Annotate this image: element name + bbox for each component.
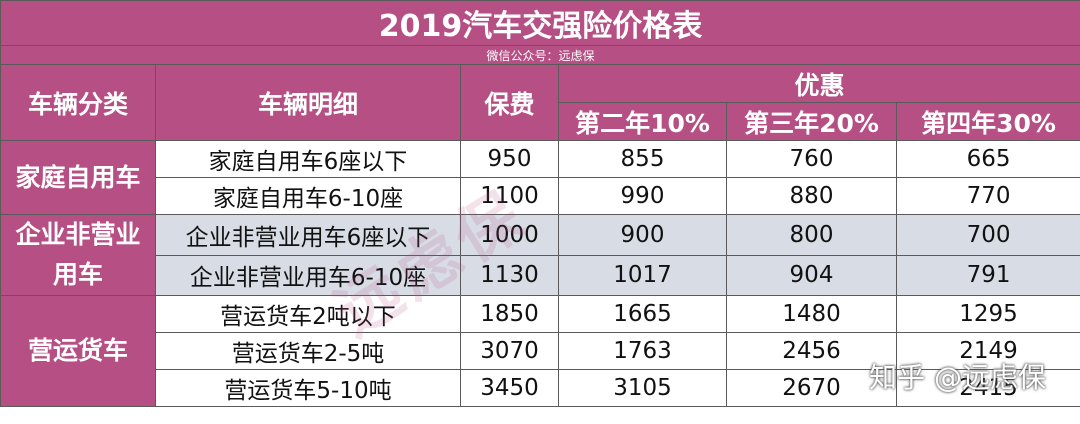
detail-cell: 营运货车5-10吨 (155, 369, 461, 407)
year3-cell: 2456 (726, 332, 897, 370)
category-enterprise: 企业非营业 用车 (0, 214, 156, 296)
premium-cell: 950 (460, 140, 559, 178)
detail-cell: 家庭自用车6座以下 (155, 140, 461, 178)
category-truck: 营运货车 (0, 295, 156, 407)
header-year4: 第四年30% (895, 102, 1080, 141)
detail-cell: 企业非营业用车6-10座 (155, 254, 461, 296)
price-table: 2019汽车交强险价格表 微信公众号：远虑保 车辆分类 车辆明细 保费 优惠 第… (0, 0, 1080, 407)
detail-cell: 营运货车2吨以下 (155, 295, 461, 333)
table-row: 家庭自用车6-10座 1100 990 880 770 (1, 177, 1080, 215)
detail-cell: 营运货车2-5吨 (155, 332, 461, 370)
year4-cell: 770 (895, 177, 1080, 215)
year4-cell: 791 (895, 254, 1080, 296)
premium-cell: 1850 (460, 295, 559, 333)
category-enterprise-line1: 企业非营业 (15, 220, 141, 249)
premium-cell: 3450 (460, 369, 559, 407)
header-year3: 第三年20% (726, 102, 897, 141)
detail-cell: 家庭自用车6-10座 (155, 177, 461, 215)
year4-cell: 1295 (895, 295, 1080, 333)
year2-cell: 990 (558, 177, 727, 215)
year3-cell: 760 (726, 140, 897, 178)
table-row: 企业非营业用车6-10座 1130 1017 904 791 (1, 254, 1080, 296)
zhihu-watermark: 知乎 @远虑保 (869, 361, 1046, 394)
table-row: 家庭自用车 家庭自用车6座以下 950 855 760 665 (0, 140, 1080, 215)
year4-cell: 665 (895, 140, 1080, 178)
header-year2: 第二年10% (558, 102, 727, 141)
table-row: 营运货车 营运货车2吨以下 1850 1665 1480 1295 (0, 295, 1080, 407)
year3-cell: 800 (726, 214, 897, 256)
year4-cell: 2149 (895, 332, 1080, 370)
year2-cell: 1017 (558, 254, 727, 296)
premium-cell: 1000 (460, 214, 559, 256)
header-category: 车辆分类 (0, 64, 156, 141)
category-family: 家庭自用车 (0, 140, 156, 215)
year2-cell: 1763 (558, 332, 727, 370)
premium-cell: 3070 (460, 332, 559, 370)
page-title: 2019汽车交强险价格表 (0, 0, 1080, 46)
header-premium: 保费 (460, 64, 559, 141)
table-row: 营运货车5-10吨 3450 3105 2670 2415 (1, 369, 1080, 407)
year3-cell: 1480 (726, 295, 897, 333)
year4-cell: 700 (895, 214, 1080, 256)
table-row: 企业非营业 用车 企业非营业用车6座以下 1000 900 800 700 (0, 214, 1080, 296)
detail-cell: 企业非营业用车6座以下 (155, 214, 461, 256)
year3-cell: 2670 (726, 369, 897, 407)
year2-cell: 855 (558, 140, 727, 178)
year4-cell: 2415 (895, 369, 1080, 407)
category-enterprise-line2: 用车 (52, 260, 103, 289)
header-discount: 优惠 (557, 64, 1080, 103)
table-row: 营运货车2-5吨 3070 1763 2456 2149 (1, 332, 1080, 370)
year2-cell: 1665 (558, 295, 727, 333)
year2-cell: 900 (558, 214, 727, 256)
year3-cell: 880 (726, 177, 897, 215)
year2-cell: 3105 (558, 369, 727, 407)
subtitle: 微信公众号：远虑保 (0, 45, 1080, 65)
premium-cell: 1100 (460, 177, 559, 215)
premium-cell: 1130 (460, 254, 559, 296)
year3-cell: 904 (726, 254, 897, 296)
header-detail: 车辆明细 (155, 64, 461, 141)
